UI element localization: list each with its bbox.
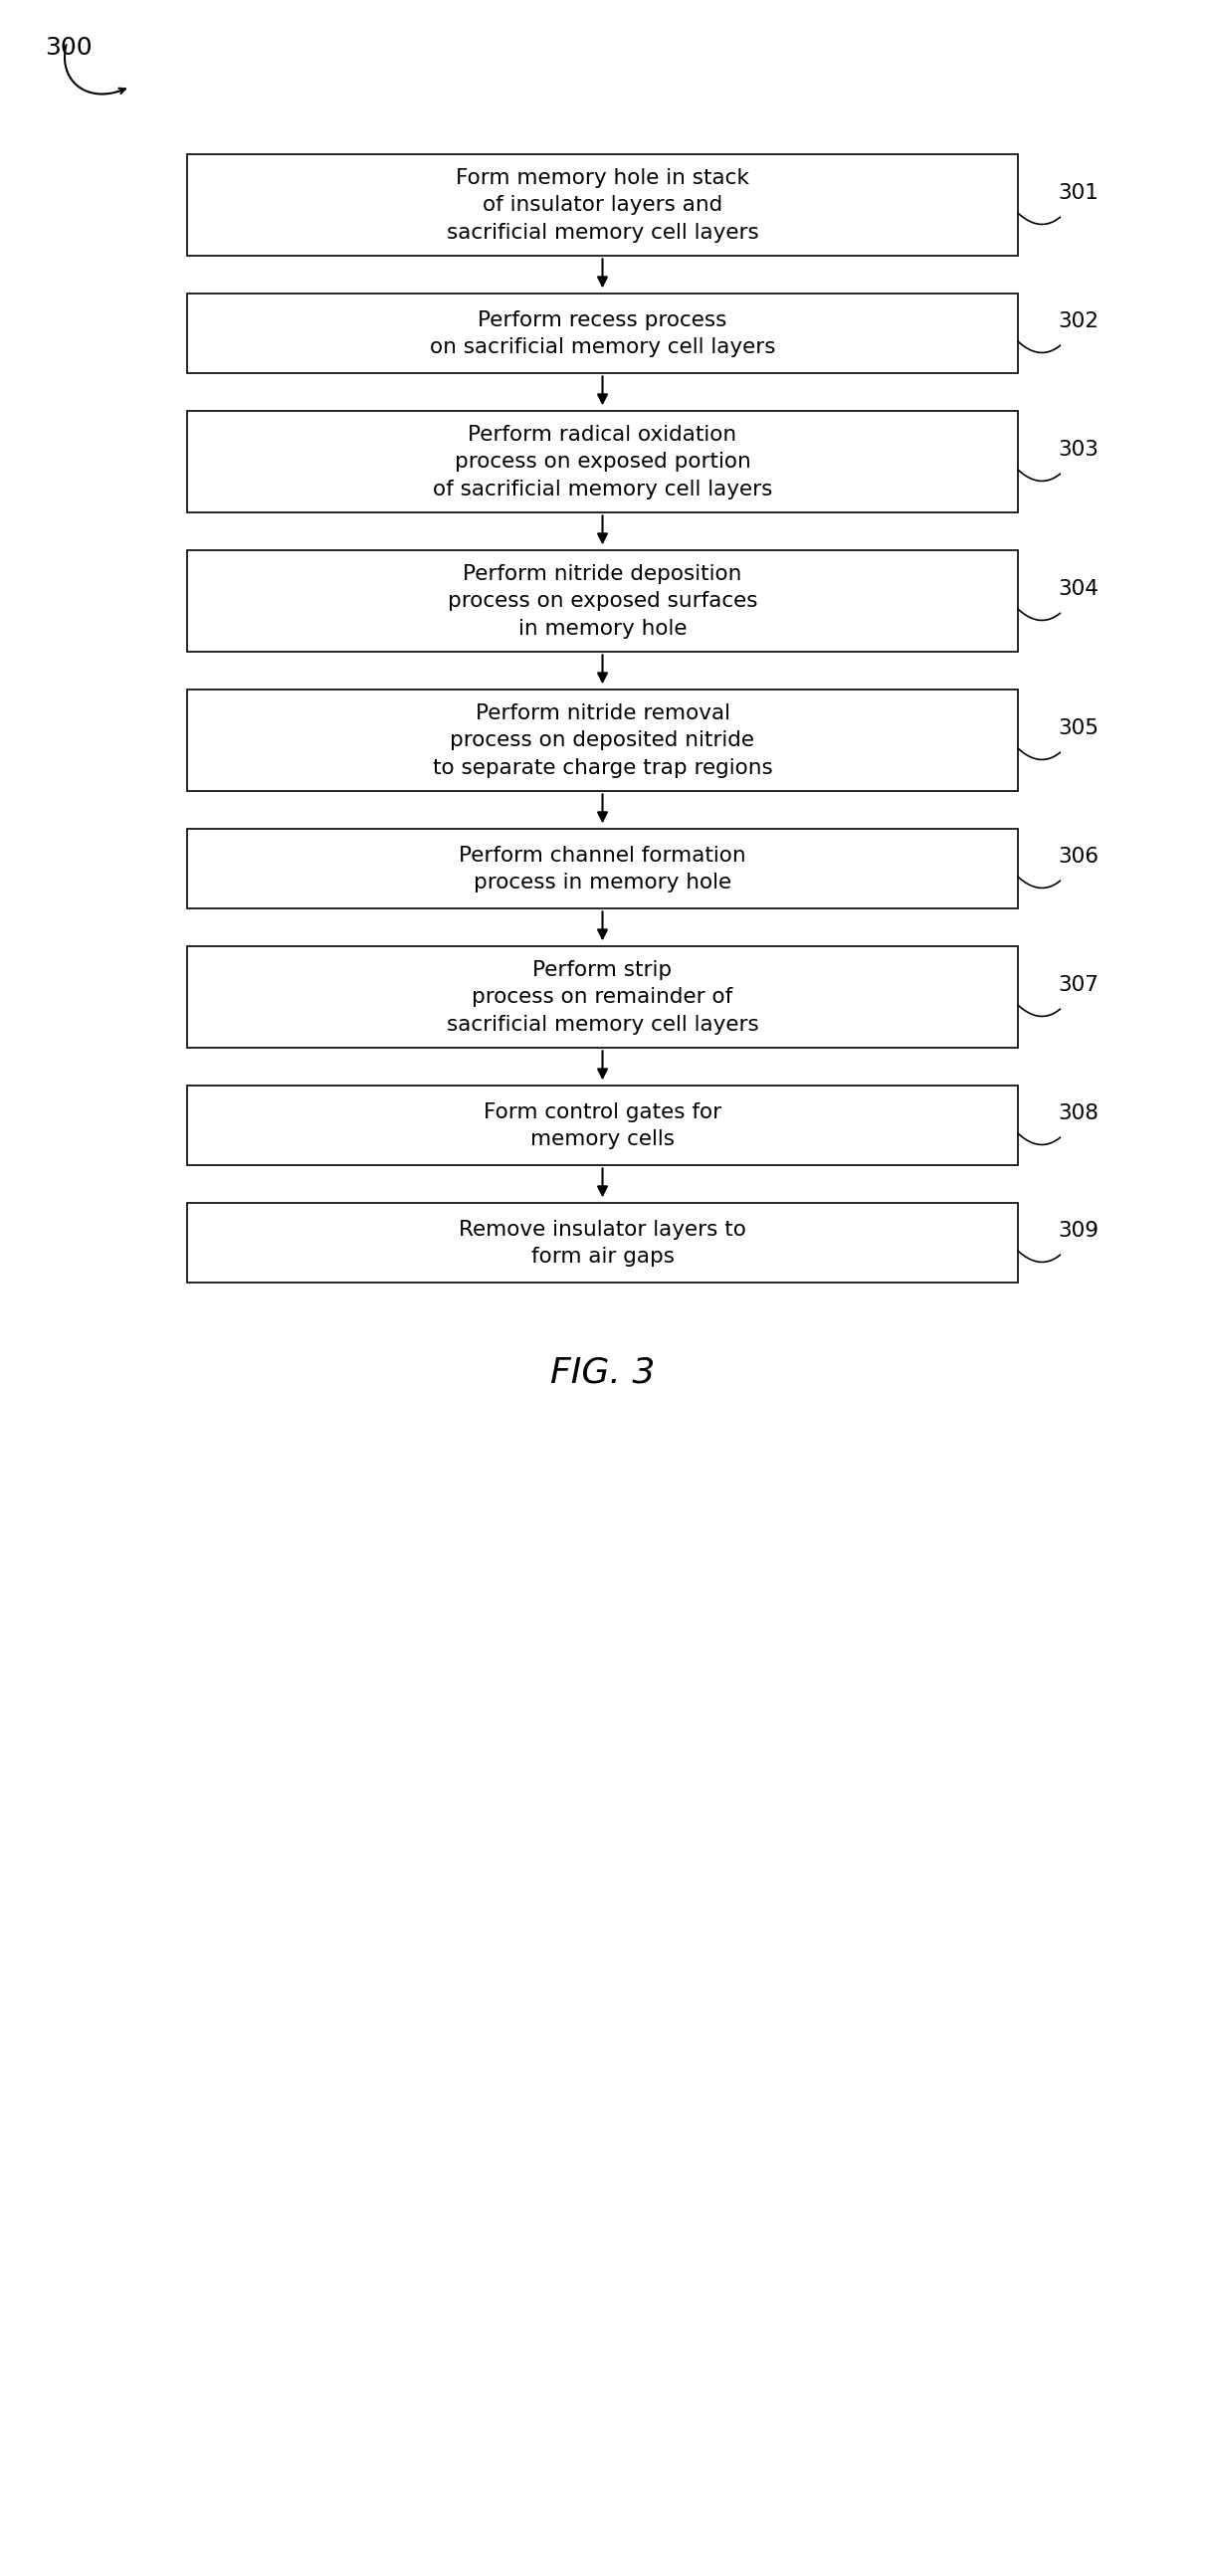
Bar <box>187 412 1018 513</box>
Text: Form memory hole in stack
of insulator layers and
sacrificial memory cell layers: Form memory hole in stack of insulator l… <box>446 167 759 242</box>
Bar <box>187 690 1018 791</box>
Bar <box>187 1203 1018 1283</box>
Text: 305: 305 <box>1058 719 1099 739</box>
Text: Perform recess process
on sacrificial memory cell layers: Perform recess process on sacrificial me… <box>430 309 775 358</box>
Text: Form control gates for
memory cells: Form control gates for memory cells <box>483 1103 722 1149</box>
Text: 308: 308 <box>1058 1103 1099 1123</box>
Text: 303: 303 <box>1058 440 1099 461</box>
Text: Perform channel formation
process in memory hole: Perform channel formation process in mem… <box>459 845 746 891</box>
Text: Perform nitride removal
process on deposited nitride
to separate charge trap reg: Perform nitride removal process on depos… <box>433 703 772 778</box>
Text: Perform radical oxidation
process on exposed portion
of sacrificial memory cell : Perform radical oxidation process on exp… <box>433 425 772 500</box>
Text: Perform strip
process on remainder of
sacrificial memory cell layers: Perform strip process on remainder of sa… <box>446 961 759 1036</box>
Text: 306: 306 <box>1058 848 1099 868</box>
Bar <box>187 945 1018 1048</box>
Text: 300: 300 <box>45 36 92 59</box>
Bar <box>187 294 1018 374</box>
Bar <box>187 155 1018 255</box>
Text: 304: 304 <box>1058 580 1099 600</box>
Text: FIG. 3: FIG. 3 <box>549 1355 656 1388</box>
Text: 301: 301 <box>1058 183 1099 204</box>
Bar <box>187 1087 1018 1164</box>
Bar <box>187 551 1018 652</box>
Text: Perform nitride deposition
process on exposed surfaces
in memory hole: Perform nitride deposition process on ex… <box>447 564 758 639</box>
Text: 302: 302 <box>1058 312 1099 332</box>
Text: 309: 309 <box>1058 1221 1099 1242</box>
Text: 307: 307 <box>1058 976 1099 994</box>
Text: Remove insulator layers to
form air gaps: Remove insulator layers to form air gaps <box>459 1218 746 1267</box>
Bar <box>187 829 1018 909</box>
